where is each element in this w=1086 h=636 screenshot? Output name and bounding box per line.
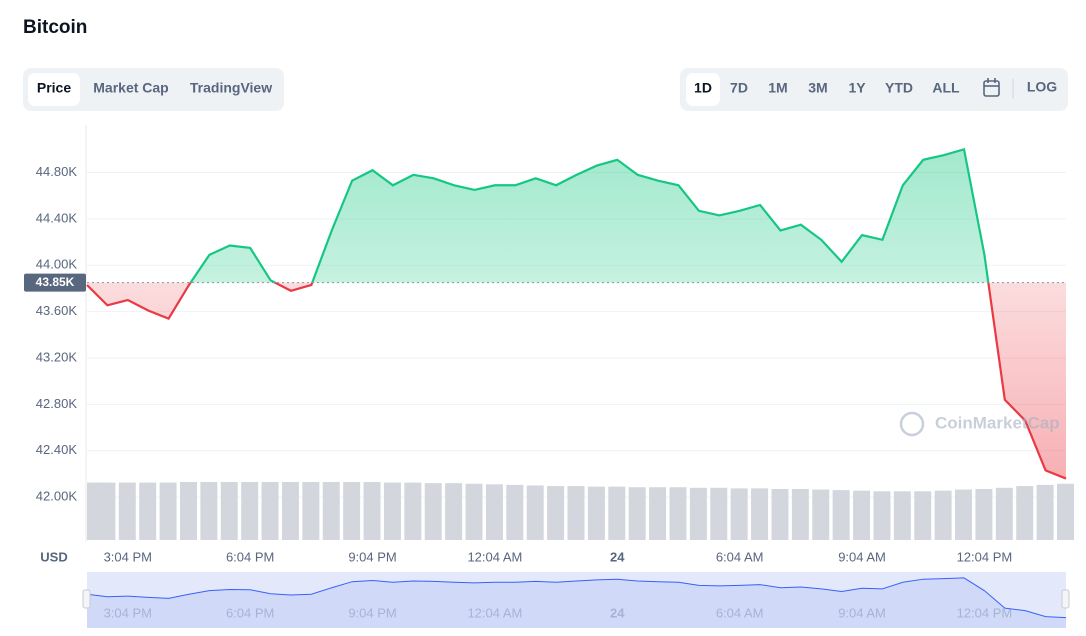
volume-bar <box>322 482 340 540</box>
volume-bar <box>139 482 157 540</box>
volume-bar <box>281 482 299 540</box>
volume-bar <box>343 482 361 540</box>
volume-bar <box>485 484 503 540</box>
x-tick-label: 24 <box>610 549 625 564</box>
volume-bar <box>628 487 646 540</box>
volume-bar <box>710 487 728 540</box>
range-button[interactable]: ALL <box>932 80 960 96</box>
chart-tabs <box>23 68 284 111</box>
volume-bar <box>567 486 585 540</box>
range-button[interactable]: 1D <box>694 80 712 96</box>
volume-bar <box>506 484 524 540</box>
volume-bar <box>1036 484 1054 540</box>
y-tick-label: 42.40K <box>36 442 78 457</box>
tab[interactable]: Market Cap <box>93 80 168 96</box>
volume-bar <box>159 482 177 540</box>
x-tick-label: 12:04 PM <box>957 549 1013 564</box>
volume-bar <box>98 482 116 540</box>
navigator-line <box>86 577 1067 619</box>
volume-bar <box>220 482 238 540</box>
volume-bar <box>914 491 932 540</box>
volume-bar <box>363 482 381 540</box>
calendar-button[interactable] <box>983 78 1000 97</box>
volume-bar <box>302 482 320 540</box>
log-button[interactable]: LOG <box>1027 79 1057 95</box>
volume-bar <box>241 482 259 540</box>
range-button[interactable]: YTD <box>885 80 913 96</box>
volume-bar <box>649 487 667 540</box>
range-button[interactable]: 1Y <box>848 80 866 96</box>
volume-bar <box>791 488 809 540</box>
x-tick-label: 6:04 AM <box>716 549 764 564</box>
price-line-up <box>189 147 990 283</box>
y-tick-label: 44.40K <box>36 210 78 225</box>
x-tick-label: 12:04 AM <box>467 549 522 564</box>
range-button[interactable]: 1M <box>768 80 787 96</box>
volume-bar <box>689 487 707 540</box>
volume-bar <box>669 487 687 540</box>
volume-bar <box>465 483 483 540</box>
volume-bar <box>526 485 544 540</box>
active-tab <box>28 73 80 106</box>
navigator-handle[interactable] <box>82 589 91 609</box>
volume-bar <box>261 482 279 540</box>
volume-bar <box>587 486 605 540</box>
y-tick-label: 42.00K <box>36 489 78 504</box>
watermark-text: CoinMarketCap <box>935 413 1060 432</box>
volume-bar <box>995 487 1013 540</box>
volume-bar <box>383 482 401 540</box>
y-tick-label: 43.60K <box>36 303 78 318</box>
volume-bar <box>873 491 891 540</box>
volume-bar <box>751 488 769 540</box>
y-tick-label: 44.80K <box>36 164 78 179</box>
active-range <box>686 73 720 106</box>
watermark: CoinMarketCap <box>899 411 1060 437</box>
x-tick-label: 6:04 PM <box>226 549 274 564</box>
tab[interactable]: Price <box>37 80 71 96</box>
tab[interactable]: TradingView <box>190 80 272 96</box>
area-up <box>190 149 989 283</box>
volume-bar <box>424 483 442 540</box>
coin-title: Bitcoin <box>23 17 87 38</box>
volume-bar <box>404 482 422 540</box>
navigator-area <box>87 577 1066 628</box>
currency-label: USD <box>40 549 67 564</box>
x-tick-label: 9:04 AM <box>838 549 886 564</box>
volume-bar <box>200 482 218 540</box>
range-button[interactable]: 7D <box>730 80 748 96</box>
volume-bar <box>118 482 136 540</box>
baseline-label-box <box>24 273 86 292</box>
volume-bar <box>975 488 993 540</box>
x-tick-label: 9:04 PM <box>348 549 396 564</box>
volume-bar <box>1016 486 1034 540</box>
volume-bar <box>547 486 565 540</box>
volume-bar <box>771 488 789 540</box>
range-tabs <box>680 68 1068 111</box>
volume-bar <box>812 489 830 540</box>
volume-bar <box>893 491 911 540</box>
volume-bar <box>832 490 850 540</box>
y-tick-label: 42.80K <box>36 396 78 411</box>
volume-bar <box>179 482 197 540</box>
volume-bar <box>445 483 463 540</box>
navigator-handle[interactable] <box>1061 589 1070 609</box>
volume-bar <box>608 486 626 540</box>
volume-bar <box>853 490 871 540</box>
range-button[interactable]: 3M <box>808 80 827 96</box>
baseline-label: 43.85K <box>36 275 75 289</box>
y-tick-label: 44.00K <box>36 257 78 272</box>
volume-bar <box>1057 483 1074 540</box>
volume-bar <box>934 490 952 540</box>
x-tick-label: 3:04 PM <box>104 549 152 564</box>
y-tick-label: 43.20K <box>36 349 78 364</box>
volume-bar <box>730 488 748 540</box>
volume-bar <box>955 489 973 540</box>
